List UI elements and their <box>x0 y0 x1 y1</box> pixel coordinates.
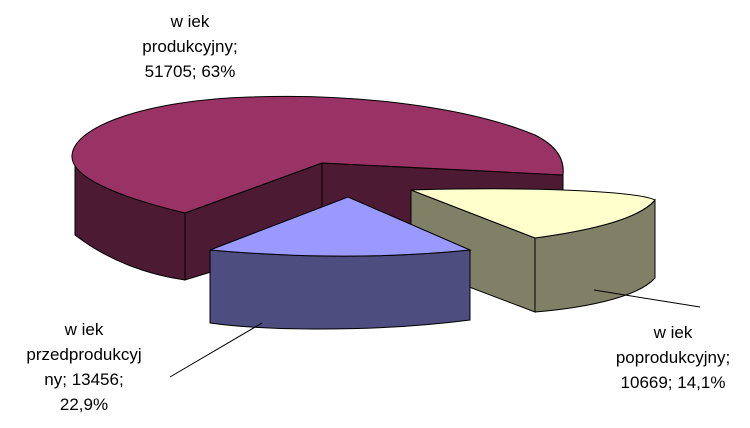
slice-przedprodukcyjny <box>209 196 472 330</box>
slice-przedprodukcyjny-side <box>209 249 471 330</box>
label-poprodukcyjny: w iek poprodukcyjny; 10669; 14,1% <box>615 323 731 392</box>
slice-poprodukcyjny <box>410 188 656 313</box>
slice-poprodukcyjny-top <box>410 188 656 239</box>
slice-produkcyjny-top <box>71 95 564 214</box>
label-produkcyjny: w iek produkcyjny; 51705; 63% <box>142 12 238 81</box>
leader-line-przedprodukcyjny <box>169 322 263 378</box>
leader-line-poprodukcyjny <box>593 289 701 308</box>
label-przedprodukcyjny: w iek przedprodukcyj ny; 13456; 22,9% <box>26 320 142 414</box>
slice-przedprodukcyjny-top <box>209 196 472 257</box>
